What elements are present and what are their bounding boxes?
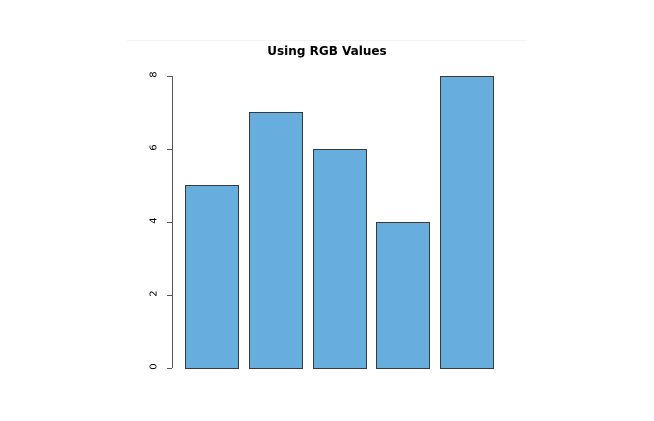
y-axis — [172, 76, 173, 368]
y-tick-6 — [167, 149, 172, 150]
bar-4 — [376, 222, 430, 369]
plot-top-border — [127, 40, 527, 41]
bar-5 — [440, 76, 494, 369]
y-tick-4 — [167, 222, 172, 223]
chart-title: Using RGB Values — [267, 44, 387, 58]
bar-1 — [185, 185, 239, 369]
y-tick-label-6: 6 — [148, 144, 160, 151]
y-tick-label-2: 2 — [148, 290, 160, 297]
y-tick-2 — [167, 295, 172, 296]
y-tick-label-4: 4 — [148, 217, 160, 224]
y-tick-label-8: 8 — [148, 71, 160, 78]
y-tick-8 — [167, 76, 172, 77]
y-tick-label-0: 0 — [148, 363, 160, 370]
bar-2 — [249, 112, 303, 369]
bar-3 — [313, 149, 367, 369]
y-tick-0 — [167, 368, 172, 369]
